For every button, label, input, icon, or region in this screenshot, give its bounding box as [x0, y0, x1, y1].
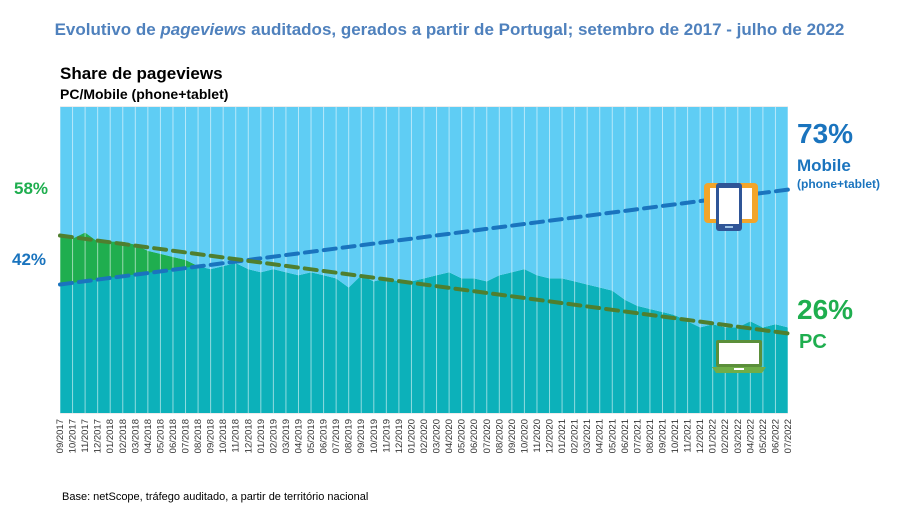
- x-tick-label: 02/2021: [570, 419, 581, 453]
- pc-start-label: 58%: [14, 179, 49, 198]
- x-tick-label: 06/2020: [469, 419, 480, 453]
- mobile-start-label: 42%: [12, 250, 47, 269]
- pc-end-label: 26%: [797, 294, 854, 325]
- x-tick-label: 10/2017: [68, 419, 79, 453]
- x-tick-label: 01/2019: [256, 419, 267, 453]
- x-tick-label: 04/2019: [293, 419, 304, 453]
- x-tick-label: 09/2017: [55, 419, 66, 453]
- x-tick-label: 08/2020: [494, 419, 505, 453]
- x-tick-label: 04/2022: [745, 419, 756, 453]
- x-tick-label: 12/2021: [695, 419, 706, 453]
- source-note: Base: netScope, tráfego auditado, a part…: [62, 491, 369, 503]
- x-tick-label: 11/2019: [381, 419, 392, 453]
- pc-legend-label: PC: [799, 331, 827, 353]
- x-tick-label: 05/2018: [155, 419, 166, 453]
- x-tick-label: 12/2020: [545, 419, 556, 453]
- x-tick-label: 09/2018: [206, 419, 217, 453]
- x-tick-label: 10/2021: [670, 419, 681, 453]
- x-tick-label: 09/2021: [657, 419, 668, 453]
- x-tick-label: 07/2020: [482, 419, 493, 453]
- x-tick-label: 03/2018: [130, 419, 141, 453]
- x-tick-label: 12/2018: [243, 419, 254, 453]
- x-tick-label: 05/2021: [607, 419, 618, 453]
- mobile-legend-sub: (phone+tablet): [797, 177, 880, 191]
- x-tick-label: 11/2018: [231, 419, 242, 453]
- vertical-gridlines: [59, 107, 789, 413]
- mobile-end-label: 73%: [797, 118, 854, 149]
- x-tick-label: 08/2019: [344, 419, 355, 453]
- x-tick-label: 03/2022: [733, 419, 744, 453]
- mobile-trend-line: [58, 187, 790, 287]
- pc-trend-line: [58, 233, 790, 336]
- x-tick-label: 01/2021: [557, 419, 568, 453]
- x-tick-label: 06/2021: [620, 419, 631, 453]
- x-tick-label: 11/2020: [532, 419, 543, 453]
- x-tick-label: 04/2021: [595, 419, 606, 453]
- x-tick-label: 07/2018: [181, 419, 192, 453]
- x-tick-label: 11/2021: [683, 419, 694, 453]
- x-tick-label: 06/2022: [770, 419, 781, 453]
- laptop-icon: [712, 340, 766, 373]
- x-axis-ticks: 09/2017 10/2017 11/2017 12/2017 01/2018 02/20…: [55, 419, 794, 453]
- tablet-phone-icon: [704, 183, 758, 231]
- chart-subtitle2: PC/Mobile (phone+tablet): [60, 86, 229, 102]
- x-tick-label: 10/2018: [218, 419, 229, 453]
- x-tick-label: 03/2019: [281, 419, 292, 453]
- x-tick-label: 07/2021: [632, 419, 643, 453]
- x-tick-label: 10/2019: [369, 419, 380, 453]
- x-tick-label: 06/2018: [168, 419, 179, 453]
- x-tick-label: 11/2017: [80, 419, 91, 453]
- x-tick-label: 07/2019: [331, 419, 342, 453]
- title-prefix: Evolutivo de: [54, 20, 161, 39]
- x-tick-label: 02/2020: [419, 419, 430, 453]
- x-tick-label: 01/2018: [105, 419, 116, 453]
- x-tick-label: 10/2020: [519, 419, 530, 453]
- x-tick-label: 02/2019: [268, 419, 279, 453]
- x-tick-label: 12/2019: [394, 419, 405, 453]
- x-tick-label: 07/2022: [783, 419, 794, 453]
- chart-subtitle: Share de pageviews: [60, 64, 223, 83]
- title-italic: pageviews: [160, 20, 247, 39]
- x-tick-label: 08/2021: [645, 419, 656, 453]
- x-tick-label: 03/2020: [432, 419, 443, 453]
- mobile-legend-label: Mobile: [797, 156, 851, 175]
- chart-title: Evolutivo de pageviews auditados, gerado…: [0, 20, 899, 40]
- x-tick-label: 09/2019: [356, 419, 367, 453]
- x-tick-label: 02/2018: [118, 419, 129, 453]
- x-tick-label: 01/2022: [708, 419, 719, 453]
- x-tick-label: 09/2020: [507, 419, 518, 453]
- title-suffix: auditados, gerados a partir de Portugal;…: [246, 20, 845, 39]
- x-tick-label: 02/2022: [720, 419, 731, 453]
- x-tick-label: 12/2017: [93, 419, 104, 453]
- x-tick-label: 06/2019: [319, 419, 330, 453]
- x-tick-label: 05/2022: [758, 419, 769, 453]
- x-tick-label: 03/2021: [582, 419, 593, 453]
- x-tick-label: 01/2020: [406, 419, 417, 453]
- x-tick-label: 05/2019: [306, 419, 317, 453]
- x-tick-label: 04/2020: [444, 419, 455, 453]
- x-tick-label: 08/2018: [193, 419, 204, 453]
- x-tick-label: 04/2018: [143, 419, 154, 453]
- x-tick-label: 05/2020: [457, 419, 468, 453]
